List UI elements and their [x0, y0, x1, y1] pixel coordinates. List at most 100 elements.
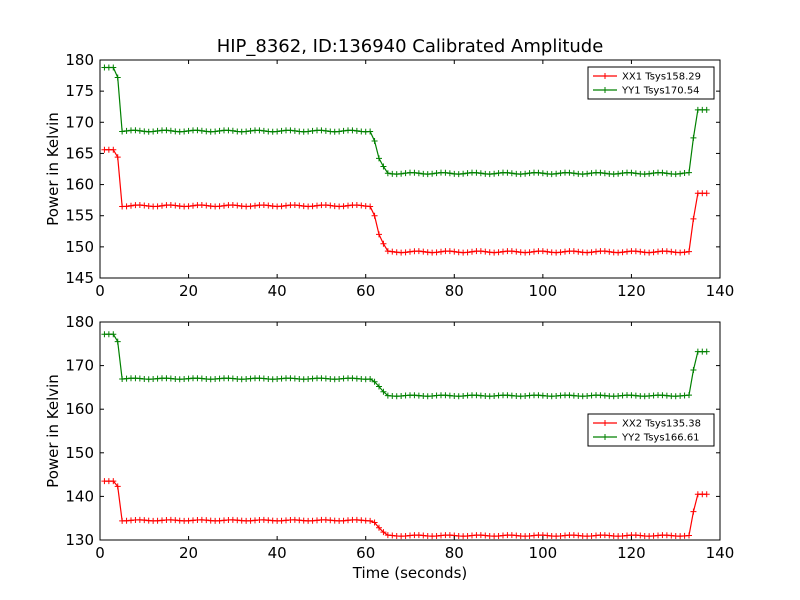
data-point: [588, 249, 595, 256]
x-tick-label: 20: [179, 282, 198, 300]
data-point: [252, 202, 258, 209]
data-point: [663, 170, 670, 177]
data-point: [212, 128, 219, 135]
data-point: [367, 517, 374, 524]
data-point: [371, 212, 378, 219]
data-point: [353, 127, 360, 134]
y-tick-label: 150: [65, 444, 94, 462]
data-point: [278, 127, 285, 134]
series-markers-xx1: [101, 146, 710, 256]
data-point: [150, 128, 157, 135]
y-tick-label: 150: [65, 238, 94, 256]
data-point: [114, 338, 121, 345]
data-point: [681, 249, 688, 256]
data-point: [690, 215, 697, 222]
data-point: [663, 248, 670, 255]
data-point: [327, 202, 334, 209]
y-tick-label: 180: [65, 313, 94, 331]
data-point: [451, 248, 458, 255]
data-point: [376, 524, 382, 531]
data-point: [367, 376, 374, 382]
chart-title: HIP_8362, ID:136940 Calibrated Amplitude: [217, 36, 604, 57]
data-point: [415, 170, 422, 177]
data-point: [376, 231, 382, 238]
top-subplot: 0 20 40 60 80 100 120 140 145 150 155 160 165 170 175 1…: [44, 51, 734, 300]
data-point: [114, 154, 121, 161]
y-tick-label: 160: [65, 176, 94, 194]
data-point: [557, 249, 564, 256]
data-point: [349, 127, 356, 134]
data-point: [336, 128, 343, 135]
x-tick-label: 140: [706, 282, 735, 300]
y-tick-label: 140: [65, 487, 94, 505]
data-point: [278, 203, 285, 210]
data-point: [464, 249, 471, 256]
data-point: [398, 170, 405, 177]
x-axis-label: Time (seconds): [352, 564, 468, 582]
data-point: [632, 248, 639, 255]
data-point: [154, 127, 161, 134]
data-point: [185, 203, 192, 210]
data-point: [110, 331, 117, 338]
axes-frame: [99, 321, 721, 541]
legend-marker: [602, 73, 608, 79]
data-point: [314, 202, 320, 209]
data-point: [216, 127, 223, 134]
data-point: [526, 249, 533, 256]
data-point: [234, 202, 241, 209]
data-point: [429, 170, 436, 177]
x-tick-label: 60: [356, 282, 375, 300]
data-point: [570, 248, 577, 255]
data-point: [367, 128, 374, 135]
x-tick-label: 0: [95, 544, 105, 562]
data-point: [686, 169, 692, 176]
legend: XX2 Tsys135.38 YY2 Tsys166.61: [587, 413, 715, 447]
data-point: [508, 170, 515, 177]
data-point: [597, 169, 604, 176]
data-point: [376, 155, 382, 162]
series-markers-xx2: [101, 478, 710, 540]
data-point: [420, 248, 427, 255]
data-point: [367, 203, 374, 210]
data-point: [371, 137, 378, 144]
data-point: [141, 202, 148, 209]
data-point: [690, 134, 697, 141]
data-point: [159, 202, 165, 209]
data-point: [619, 249, 626, 256]
data-point: [601, 248, 608, 255]
data-point: [601, 170, 608, 177]
legend-marker: [602, 420, 608, 426]
data-point: [274, 128, 281, 135]
y-tick-label: 130: [65, 531, 94, 549]
data-point: [260, 127, 267, 134]
data-point: [110, 64, 117, 71]
data-point: [123, 127, 130, 134]
data-point: [154, 203, 161, 210]
data-point: [646, 170, 653, 177]
data-point: [477, 170, 484, 177]
data-point: [535, 169, 542, 176]
data-point: [119, 128, 126, 135]
x-tick-label: 40: [268, 282, 287, 300]
legend: XX1 Tsys158.29 YY1 Tsys170.54: [587, 66, 715, 100]
data-point: [650, 249, 657, 256]
data-point: [606, 248, 613, 255]
data-point: [380, 163, 387, 170]
y-tick-label: 170: [65, 113, 94, 131]
x-tick-label: 0: [95, 282, 105, 300]
data-point: [628, 169, 635, 176]
y-tick-label: 180: [65, 51, 94, 69]
legend-label: XX1 Tsys158.29: [622, 72, 701, 83]
data-point: [615, 170, 622, 177]
data-point: [632, 170, 639, 177]
axes-frame: [99, 59, 721, 279]
data-point: [460, 170, 467, 177]
data-point: [446, 170, 453, 177]
data-point: [575, 248, 582, 255]
data-point: [114, 74, 121, 81]
data-point: [442, 169, 449, 176]
data-point: [703, 190, 710, 197]
data-point: [376, 383, 382, 390]
data-point: [495, 249, 502, 256]
